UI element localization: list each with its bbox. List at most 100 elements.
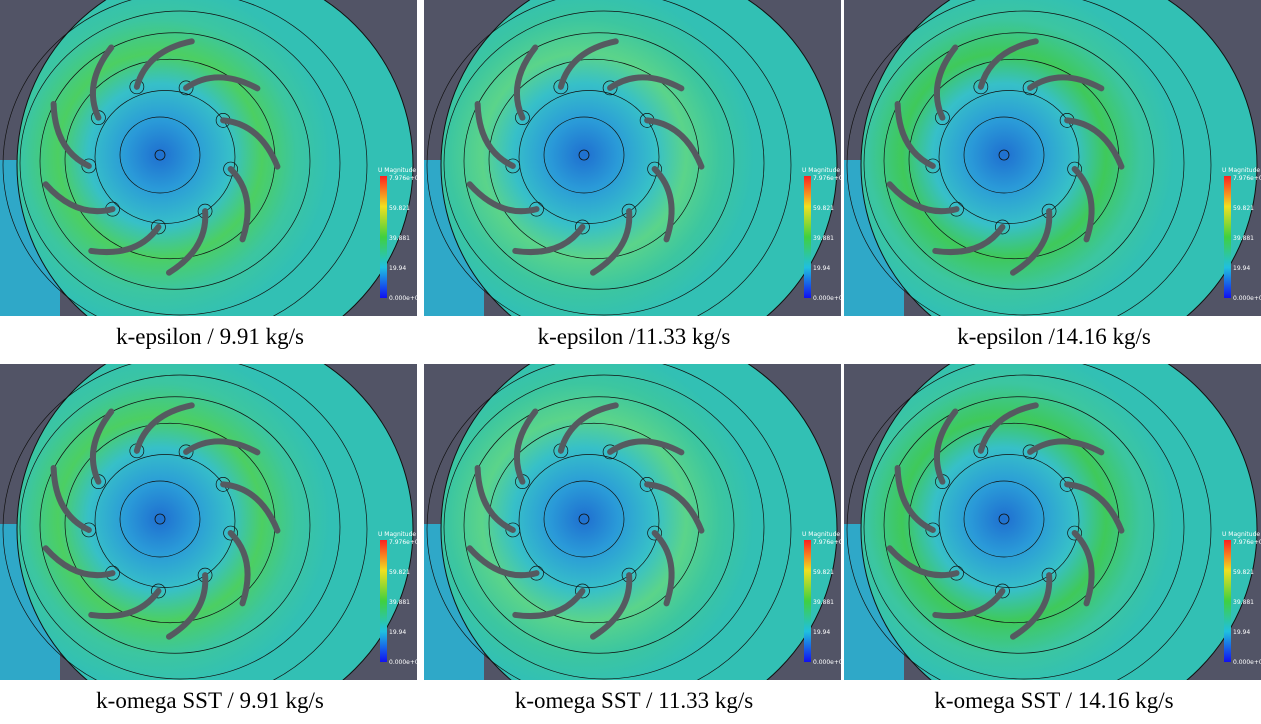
colorbar-title: U Magnitude (802, 167, 840, 174)
blade (133, 402, 195, 454)
contour (39, 396, 311, 654)
blade (933, 408, 959, 485)
blade-root (178, 80, 194, 96)
colorbar-label: 0.000e+00 (813, 295, 841, 302)
blade (133, 38, 195, 90)
colorbar-label: 39.881 (813, 235, 834, 242)
colorbar (380, 540, 387, 662)
casing (860, 0, 1258, 316)
blade (227, 530, 251, 607)
casing (16, 364, 414, 680)
blade-root (81, 158, 97, 174)
colorbar-label: 59.821 (1233, 569, 1254, 576)
colorbar-label: 0.000e+00 (389, 659, 417, 666)
blade (977, 38, 1039, 90)
blade-root (1022, 80, 1038, 96)
blade-root (575, 219, 590, 235)
contour (846, 364, 1212, 680)
blade (50, 100, 92, 169)
contour (463, 396, 735, 654)
blade (183, 438, 261, 456)
blade-root (602, 444, 618, 460)
contour (2, 364, 368, 680)
blade (644, 117, 705, 170)
blade (89, 408, 115, 485)
hub (578, 513, 590, 525)
blade (50, 464, 92, 533)
colorbar (1224, 540, 1231, 662)
blade-root (925, 522, 941, 538)
colorbar-label: 19.94 (813, 265, 830, 272)
blade (933, 44, 959, 121)
blade (590, 208, 633, 276)
blade-root (995, 219, 1010, 235)
contour (863, 10, 1185, 316)
blade (512, 223, 586, 255)
contour (518, 454, 660, 588)
blade (466, 181, 540, 215)
colorbar-label: 59.821 (813, 205, 834, 212)
contour (543, 480, 625, 558)
contour (119, 116, 201, 194)
blade-root (1022, 444, 1038, 460)
colorbar-label: 7.976e+01 (1233, 175, 1261, 182)
contour (883, 32, 1155, 290)
colorbar-label: 0.000e+00 (1233, 295, 1261, 302)
colorbar (804, 540, 811, 662)
blade (1064, 481, 1125, 534)
colorbar-label: 7.976e+01 (389, 175, 417, 182)
blade (220, 481, 281, 534)
blade (513, 44, 539, 121)
blade (88, 223, 162, 255)
colorbar-label: 39.881 (389, 599, 410, 606)
colorbar-label: 19.94 (389, 265, 406, 272)
caption: k-epsilon /11.33 kg/s (537, 324, 731, 349)
contour (863, 374, 1185, 680)
casing (440, 364, 838, 680)
blade (42, 545, 116, 579)
colorbar-label: 7.976e+01 (1233, 539, 1261, 546)
contour (938, 90, 1080, 224)
colorbar-label: 0.000e+00 (389, 295, 417, 302)
blade (183, 74, 261, 92)
blade (1071, 166, 1095, 243)
blade-root (647, 525, 662, 541)
blade (932, 223, 1006, 255)
blade (166, 208, 209, 276)
blade (1027, 438, 1105, 456)
colorbar-label: 39.881 (1233, 599, 1254, 606)
blade-root (1067, 161, 1082, 177)
colorbar-label: 39.881 (813, 599, 834, 606)
caption: k-omega SST / 9.91 kg/s (96, 688, 324, 713)
colorbar-label: 59.821 (389, 569, 410, 576)
contour (426, 364, 792, 680)
blade-root (151, 583, 166, 599)
blade (1027, 74, 1105, 92)
contour (963, 480, 1045, 558)
blade (474, 100, 516, 169)
blade (977, 402, 1039, 454)
contour (94, 454, 236, 588)
colorbar-title: U Magnitude (378, 167, 416, 174)
blade (466, 545, 540, 579)
colorbar-label: 19.94 (1233, 629, 1250, 636)
blade (894, 100, 936, 169)
blade-root (505, 522, 521, 538)
blade (1010, 572, 1053, 640)
hub (998, 513, 1010, 525)
colorbar-title: U Magnitude (378, 531, 416, 538)
blade (42, 181, 116, 215)
blade (220, 117, 281, 170)
colorbar-label: 7.976e+01 (813, 175, 841, 182)
colorbar-label: 59.821 (1233, 205, 1254, 212)
caption: k-epsilon /14.16 kg/s (957, 324, 1151, 349)
colorbar-title: U Magnitude (1222, 167, 1260, 174)
blade (651, 166, 675, 243)
blade (1064, 117, 1125, 170)
